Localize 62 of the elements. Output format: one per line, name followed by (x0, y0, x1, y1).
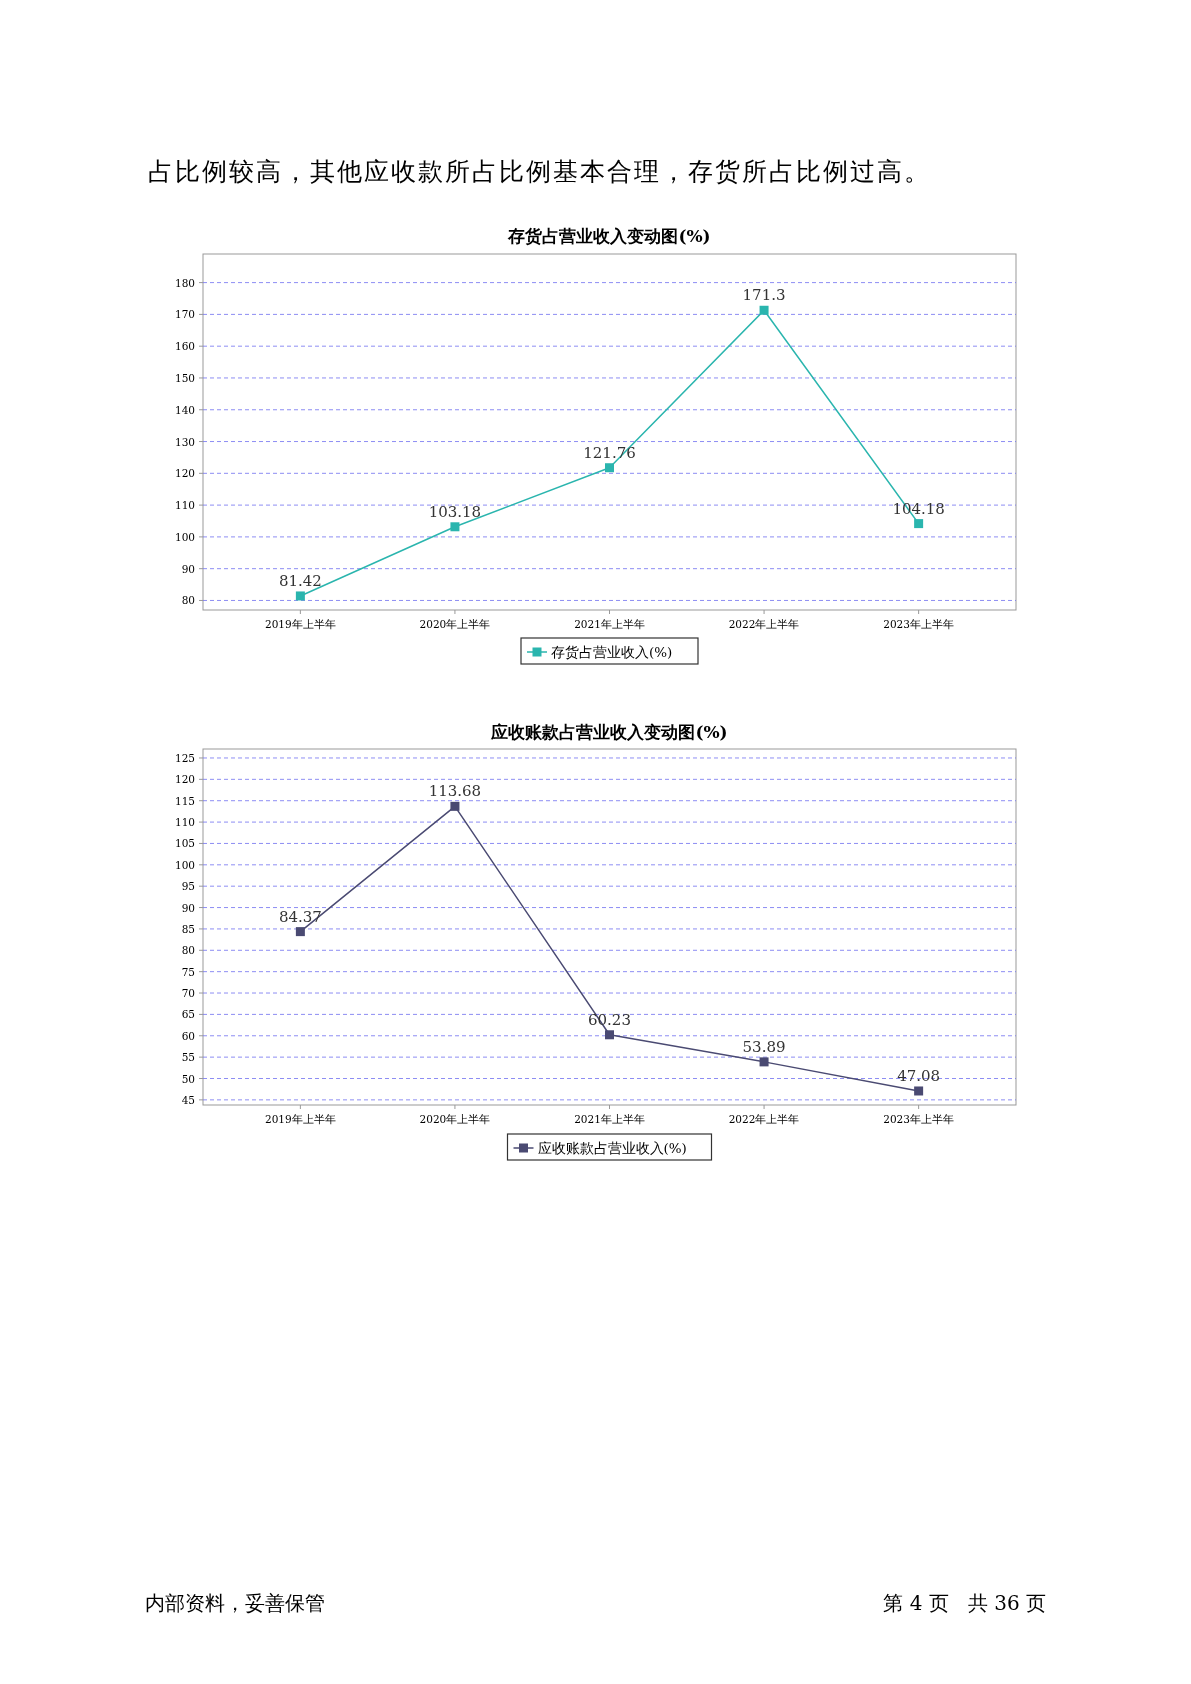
x-tick-label: 2021年上半年 (574, 618, 645, 630)
chart-title: 存货占营业收入变动图(%) (507, 226, 711, 246)
data-label: 113.68 (428, 782, 482, 801)
x-tick-label: 2020年上半年 (419, 618, 491, 630)
y-tick-label: 80 (181, 594, 195, 607)
point (914, 1086, 924, 1096)
y-tick-label: 115 (174, 794, 195, 807)
y-tick-label: 120 (174, 467, 195, 480)
legend-label: 应收账款占营业收入(%) (537, 1140, 687, 1156)
point (450, 522, 460, 532)
y-tick-label: 125 (174, 751, 195, 764)
x-tick-label: 2021年上半年 (574, 1113, 645, 1125)
x-tick-label: 2022年上半年 (728, 1113, 800, 1125)
y-tick-label: 110 (174, 499, 195, 512)
y-tick-label: 90 (181, 562, 195, 575)
y-tick-label: 45 (181, 1093, 195, 1106)
y-tick-label: 140 (174, 403, 195, 416)
point (295, 591, 305, 601)
data-label: 84.37 (278, 907, 322, 926)
x-tick-label: 2019年上半年 (265, 1113, 336, 1125)
data-label: 53.89 (742, 1037, 786, 1056)
point (605, 463, 614, 473)
data-label: 103.18 (428, 502, 482, 521)
point (759, 305, 769, 315)
y-tick-label: 55 (181, 1051, 195, 1064)
point (295, 927, 305, 937)
y-tick-label: 150 (174, 371, 195, 384)
y-tick-label: 70 (181, 987, 195, 1000)
y-tick-label: 60 (181, 1029, 195, 1042)
x-tick-label: 2020年上半年 (419, 1113, 491, 1125)
legend-label: 存货占营业收入(%) (551, 644, 673, 660)
y-tick-label: 110 (174, 816, 195, 829)
y-tick-label: 170 (174, 308, 195, 321)
y-tick-label: 90 (181, 901, 195, 914)
point (759, 1057, 769, 1067)
y-tick-label: 160 (174, 340, 195, 353)
x-tick-label: 2022年上半年 (728, 618, 800, 630)
x-tick-label: 2023年上半年 (883, 618, 954, 630)
y-tick-label: 75 (181, 965, 195, 978)
y-tick-label: 100 (174, 530, 195, 543)
y-tick-label: 95 (181, 880, 195, 893)
y-tick-label: 180 (174, 276, 195, 289)
y-tick-label: 130 (174, 435, 195, 448)
y-tick-label: 100 (174, 858, 195, 871)
text: 第 4 页 共 36 页 (883, 1591, 1046, 1615)
data-label: 47.08 (897, 1066, 941, 1085)
data-label: 81.42 (278, 571, 322, 590)
text: 内部资料，妥善保管 (145, 1591, 325, 1615)
y-tick-label: 120 (174, 773, 195, 786)
text: 占比例较高，其他应收款所占比例基本合理，存货所占比例过高。 (148, 157, 931, 186)
y-tick-label: 85 (181, 922, 195, 935)
y-tick-label: 50 (181, 1072, 195, 1085)
point (914, 519, 924, 529)
x-tick-label: 2023年上半年 (883, 1113, 954, 1125)
y-tick-label: 105 (174, 837, 195, 850)
data-label: 171.3 (742, 286, 786, 305)
y-tick-label: 80 (181, 944, 195, 957)
y-tick-label: 65 (181, 1008, 195, 1021)
chart-title: 应收账款占营业收入变动图(%) (490, 722, 728, 742)
point (605, 1030, 614, 1040)
x-tick-label: 2019年上半年 (265, 618, 336, 630)
point (450, 801, 460, 811)
